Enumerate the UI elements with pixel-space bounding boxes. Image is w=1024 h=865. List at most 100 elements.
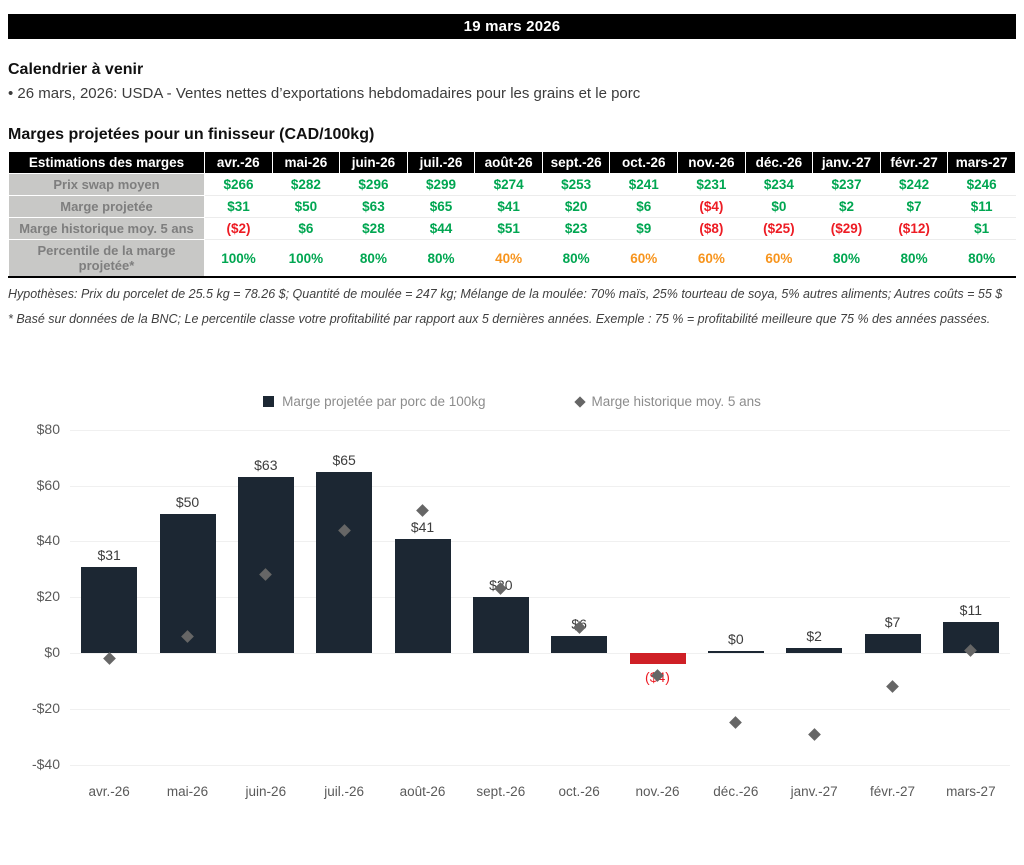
- value-cell: $6: [272, 217, 340, 240]
- value-cell: 80%: [880, 239, 948, 278]
- legend-label: Marge projetée par porc de 100kg: [282, 394, 486, 410]
- value-cell: $1: [947, 217, 1016, 240]
- calendar-item: • 26 mars, 2026: USDA - Ventes nettes d’…: [8, 85, 641, 102]
- value-cell: 40%: [474, 239, 543, 278]
- value-cell: $234: [745, 173, 813, 196]
- marker-marge-historique-icon: [102, 652, 116, 666]
- y-axis-tick-label: -$40: [31, 755, 60, 772]
- value-cell: $65: [407, 195, 475, 218]
- row-label: Percentile de la marge projetée*: [8, 239, 205, 278]
- table-header-label: Estimations des marges: [8, 151, 205, 174]
- value-cell: $6: [609, 195, 678, 218]
- value-cell: 80%: [339, 239, 408, 278]
- legend-item: Marge projetée par porc de 100kg: [263, 394, 486, 410]
- bar-value-label: $2: [806, 627, 822, 644]
- marker-marge-historique-icon: [807, 727, 821, 741]
- row-label: Marge historique moy. 5 ans: [8, 217, 205, 240]
- value-cell: $44: [407, 217, 475, 240]
- footnote-assumptions: Hypothèses: Prix du porcelet de 25.5 kg …: [8, 287, 1003, 301]
- x-axis-label: janv.-27: [790, 783, 838, 799]
- bar-value-label: $63: [254, 457, 278, 474]
- bar-value-label: $50: [175, 493, 200, 510]
- y-axis-tick-label: $40: [36, 532, 60, 549]
- table-header-month: mars-27: [947, 151, 1016, 174]
- date-banner: 19 mars 2026: [8, 14, 1016, 39]
- x-axis-label: déc.-26: [713, 783, 759, 799]
- gridline: [70, 764, 1010, 766]
- bar-marge-projetee: [237, 477, 294, 654]
- bar-marge-projetee: [472, 597, 529, 654]
- report-page: 19 mars 2026 Calendrier à venir • 26 mar…: [8, 14, 1016, 820]
- value-cell: $11: [947, 195, 1016, 218]
- value-cell: $20: [542, 195, 610, 218]
- value-cell: ($2): [204, 217, 273, 240]
- footnote-percentile: * Basé sur données de la BNC; Le percent…: [8, 311, 991, 326]
- x-axis-label: juin-26: [245, 783, 287, 799]
- marker-marge-historique-icon: [729, 716, 743, 730]
- value-cell: ($4): [677, 195, 746, 218]
- table-header-month: sept.-26: [541, 151, 611, 174]
- value-cell: $63: [339, 195, 408, 218]
- value-cell: $41: [474, 195, 543, 218]
- value-cell: $237: [812, 173, 881, 196]
- y-axis-tick-label: $80: [36, 420, 60, 437]
- margins-chart: Marge projetée par porc de 100kg Marge hi…: [8, 386, 1016, 820]
- value-cell: $274: [474, 173, 543, 196]
- table-header-month: août-26: [474, 151, 543, 174]
- table-header-month: mai-26: [271, 151, 341, 174]
- bar-marge-projetee: [629, 653, 686, 665]
- bar-marge-projetee: [786, 647, 843, 654]
- x-axis-label: mai-26: [166, 783, 209, 799]
- value-cell: 100%: [204, 239, 273, 278]
- table-header-month: févr.-27: [879, 151, 949, 174]
- value-cell: $242: [880, 173, 948, 196]
- x-axis-label: juil.-26: [324, 783, 365, 799]
- value-cell: $231: [677, 173, 746, 196]
- value-cell: $282: [272, 173, 340, 196]
- value-cell: $2: [812, 195, 881, 218]
- value-cell: $266: [204, 173, 273, 196]
- marker-marge-historique-icon: [416, 504, 429, 518]
- value-cell: $23: [542, 217, 610, 240]
- x-axis-label: août-26: [399, 783, 446, 799]
- gridline: [70, 485, 1010, 487]
- bar-value-label: $41: [410, 518, 435, 535]
- table-header-month: déc.-26: [744, 151, 814, 174]
- bar-marge-projetee: [159, 513, 216, 654]
- bar-marge-projetee: [316, 471, 373, 654]
- y-axis-tick-label: -$20: [31, 699, 60, 716]
- value-cell: $299: [407, 173, 475, 196]
- calendar-title: Calendrier à venir: [8, 61, 144, 78]
- table-header-month: oct.-26: [609, 151, 679, 174]
- gridline: [70, 597, 1010, 599]
- value-cell: $31: [204, 195, 273, 218]
- x-axis-label: oct.-26: [558, 783, 600, 799]
- table-header-month: juin-26: [339, 151, 408, 174]
- bar-value-label: $31: [97, 546, 121, 563]
- marker-marge-historique-icon: [886, 680, 899, 693]
- bar-marge-projetee: [551, 636, 608, 654]
- value-cell: 100%: [272, 239, 340, 278]
- bar-marge-projetee: [707, 651, 764, 654]
- gridline: [70, 708, 1010, 710]
- legend-item: Marge historique moy. 5 ans: [573, 394, 761, 410]
- value-cell: 80%: [947, 239, 1016, 278]
- bar-marge-projetee: [81, 566, 138, 654]
- value-cell: ($29): [812, 217, 881, 240]
- value-cell: 80%: [407, 239, 475, 278]
- y-axis-tick-label: $60: [36, 476, 60, 493]
- bar-value-label: $65: [332, 451, 356, 468]
- row-label: Prix swap moyen: [8, 173, 205, 196]
- table-header-month: juil.-26: [406, 151, 476, 174]
- legend-label: Marge historique moy. 5 ans: [591, 394, 761, 410]
- table-header-month: janv.-27: [812, 151, 881, 174]
- value-cell: ($25): [745, 217, 813, 240]
- table-row: Percentile de la marge projetée* 100% 100%…: [8, 239, 1016, 278]
- value-cell: ($8): [677, 217, 746, 240]
- value-cell: $0: [745, 195, 813, 218]
- value-cell: $51: [474, 217, 543, 240]
- table-header-month: avr.-26: [204, 151, 273, 174]
- bar-value-label: $11: [959, 602, 982, 619]
- table-row: Prix swap moyen $266 $282 $296 $299 $274 $253 $…: [8, 173, 1016, 196]
- row-label: Marge projetée: [8, 195, 205, 218]
